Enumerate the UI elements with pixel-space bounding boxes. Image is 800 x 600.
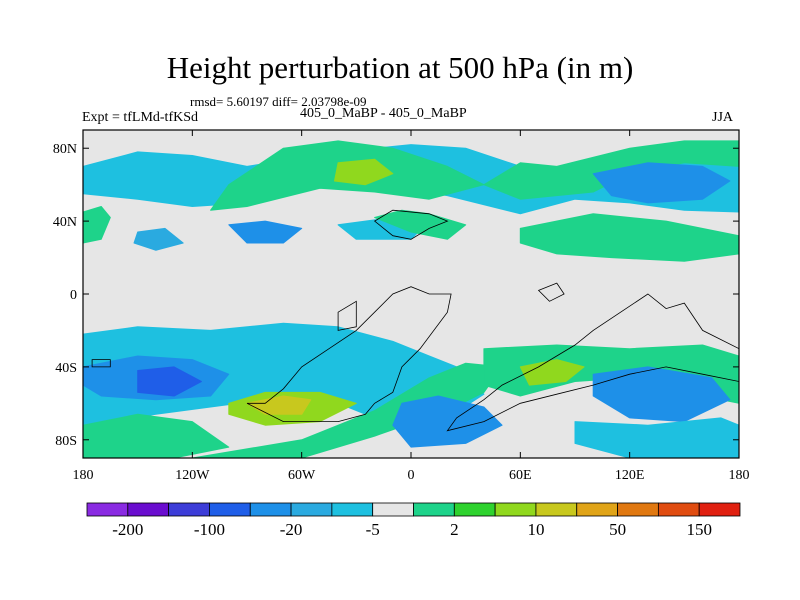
case-label: 405_0_MaBP - 405_0_MaBP — [300, 106, 467, 121]
mid-lat-green-small — [374, 209, 467, 240]
colorbar-swatch — [657, 502, 700, 517]
colorbar-label: -20 — [280, 520, 303, 539]
western-lightblue-blob — [133, 227, 184, 251]
season-label: JJA — [712, 110, 734, 125]
mid-lat-blue-west — [228, 220, 303, 244]
x-tick-label: 60W — [288, 468, 316, 483]
north-lime-zone — [334, 158, 394, 186]
colorbar-swatch — [453, 502, 496, 517]
colorbar-swatch — [494, 502, 537, 517]
north-east-blue — [592, 162, 731, 204]
experiment-label: Expt = tfLMd-tfKSd — [82, 110, 198, 125]
x-tick-label: 120W — [175, 468, 210, 483]
colorbar-swatch — [127, 502, 170, 517]
colorbar-swatch — [372, 502, 414, 517]
coastline-1 — [446, 293, 739, 432]
south-east-lime — [519, 359, 585, 386]
stats-line: rmsd= 5.60197 diff= 2.03798e-09 — [190, 94, 367, 109]
x-tick-label: 60E — [509, 468, 532, 483]
colorbar-label: -100 — [194, 520, 225, 539]
colorbar-swatch — [249, 502, 292, 517]
colorbar-swatch — [617, 502, 659, 517]
south-yellow-core — [246, 395, 312, 415]
continent-outlines — [91, 209, 739, 432]
colorbar-swatch — [168, 502, 210, 517]
colorbar-swatch — [535, 502, 578, 517]
colorbar-swatch — [413, 502, 455, 517]
south-east-cyan-tail — [574, 417, 739, 458]
y-tick-label: 40S — [55, 361, 77, 376]
y-tick-label: 0 — [70, 288, 77, 303]
y-tick-label: 80N — [53, 142, 77, 157]
colorbar-swatch — [209, 502, 251, 517]
x-tick-label: 0 — [408, 468, 415, 483]
colorbar-swatch — [86, 502, 129, 517]
western-green-blob — [83, 206, 111, 244]
coastline-0 — [246, 286, 452, 423]
colorbar-swatch — [698, 502, 741, 517]
coastline-2 — [373, 209, 449, 240]
x-tick-label: 180 — [729, 468, 750, 483]
x-tick-label: 180 — [73, 468, 94, 483]
colorbar-swatch — [290, 502, 333, 517]
coastline-4 — [337, 300, 357, 331]
chart-title: Height perturbation at 500 hPa (in m) — [166, 50, 634, 85]
south-cyan-main — [83, 322, 485, 426]
coastline-5 — [91, 359, 111, 368]
colorbar-label: 150 — [686, 520, 712, 539]
south-darkblue-core — [137, 366, 202, 397]
mid-lat-green-east — [519, 213, 739, 262]
colorbar-label: 50 — [609, 520, 626, 539]
colorbar-label: -200 — [112, 520, 143, 539]
south-far-green — [83, 413, 230, 458]
contour-layer — [83, 140, 739, 458]
x-tick-label: 120E — [615, 468, 645, 483]
colorbar-label: 2 — [450, 520, 459, 539]
colorbar-swatch — [576, 502, 618, 517]
y-tick-label: 40N — [53, 215, 77, 230]
coastline-3 — [537, 282, 565, 302]
south-center-blue — [392, 395, 503, 448]
colorbar-label: -5 — [366, 520, 380, 539]
y-tick-label: 80S — [55, 434, 77, 449]
colorbar-label: 10 — [527, 520, 544, 539]
colorbar-swatch — [331, 502, 374, 517]
